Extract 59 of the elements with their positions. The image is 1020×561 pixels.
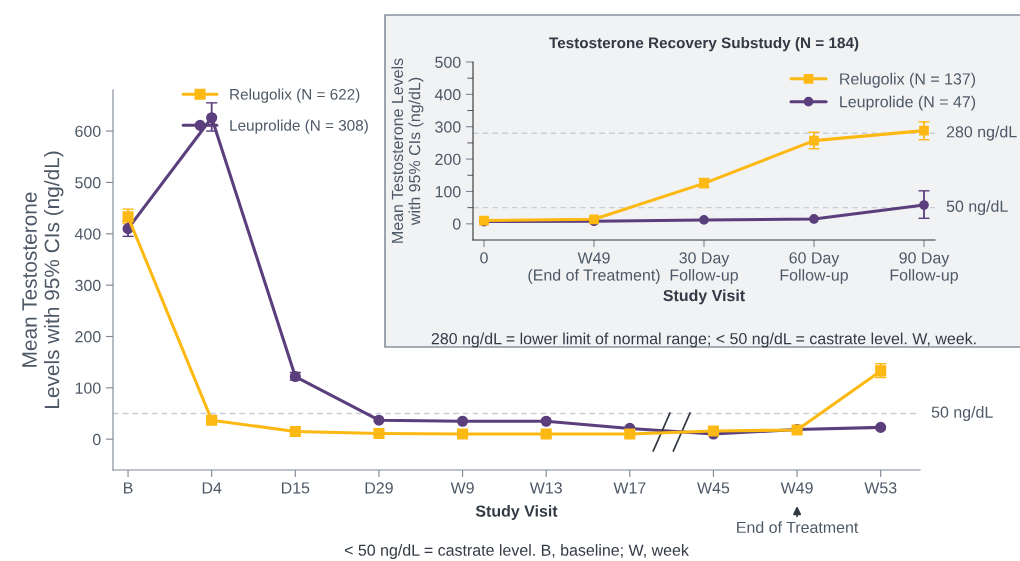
y-tick-label: 100: [75, 382, 101, 394]
y-axis-title: Mean Testosterone Levels with 95% CIs (ng/dL): [22, 151, 64, 408]
x-tick-label: W49: [780, 482, 813, 494]
y-tick-label: 100: [435, 186, 461, 198]
legend-label: Relugolix (N = 137): [840, 72, 976, 88]
legend-label: Leuprolide (N = 47): [840, 95, 976, 111]
point: [289, 425, 301, 438]
y-tick-label: 600: [75, 125, 101, 138]
x-tick-label: D4: [202, 482, 222, 494]
x-tick-label: 0: [480, 252, 488, 264]
legend-label: Relugolix (N = 622): [230, 88, 360, 103]
x-tick-label: W13: [529, 482, 562, 494]
point: [699, 215, 709, 225]
x-tick-label: D15: [281, 482, 310, 494]
x-tick-label: 90 Day Follow-up: [890, 252, 958, 284]
point: [206, 112, 218, 124]
x-axis-title: Study Visit: [475, 505, 558, 520]
x-tick-label: W45: [697, 482, 730, 494]
point: [919, 125, 929, 136]
y-tick-label: 200: [75, 331, 101, 343]
point: [373, 427, 385, 440]
y-tick-label: 500: [75, 177, 101, 189]
ref-line-label: 50 ng/dL: [946, 200, 1008, 216]
x-tick-label: W49 (End of Treatment): [528, 252, 660, 284]
x-tick-label: 60 Day Follow-up: [780, 252, 848, 284]
y-tick-label: 0: [92, 433, 101, 446]
y-tick-label: 400: [434, 89, 461, 101]
point: [540, 428, 552, 440]
y-tick-label: 300: [435, 121, 461, 133]
legend-label: Leuprolide (N = 308): [230, 119, 368, 134]
y-tick-label: 200: [435, 153, 461, 166]
text: < 50 ng/dL = castrate level. B, baseline; W, week: [344, 544, 689, 559]
point: [457, 428, 469, 440]
point: [373, 414, 385, 426]
point: [624, 428, 636, 440]
x-axis-title: Study Visit: [663, 289, 745, 305]
ref-line-label: 50 ng/dL: [931, 406, 993, 421]
point: [809, 135, 819, 146]
point: [809, 214, 819, 224]
y-tick-label: 300: [75, 279, 101, 292]
point: [540, 415, 552, 427]
x-tick-label: W53: [864, 482, 897, 494]
annotation: End of Treatment: [737, 521, 859, 534]
y-axis-title: Mean Testosterone Levels with 95% CIs (ng/dL): [391, 58, 424, 243]
x-tick-label: W17: [613, 482, 646, 494]
point: [875, 421, 887, 433]
x-tick-label: B: [124, 482, 133, 494]
x-tick-label: 30 Day Follow-up: [670, 252, 738, 284]
chart-title: Testosterone Recovery Substudy (N = 184): [549, 37, 859, 52]
point: [919, 200, 929, 210]
ref-line-label: 280 ng/dL: [946, 125, 1017, 141]
y-tick-label: 0: [452, 218, 461, 230]
point: [457, 415, 469, 427]
y-tick-label: 500: [435, 56, 461, 68]
point: [206, 414, 218, 426]
y-tick-label: 400: [74, 228, 101, 240]
x-tick-label: W9: [450, 482, 474, 494]
annotation: 280 ng/dL = lower limit of normal range; < 50 ng/dL = castrate level. W, week.: [431, 332, 976, 348]
x-tick-label: D29: [365, 482, 393, 494]
